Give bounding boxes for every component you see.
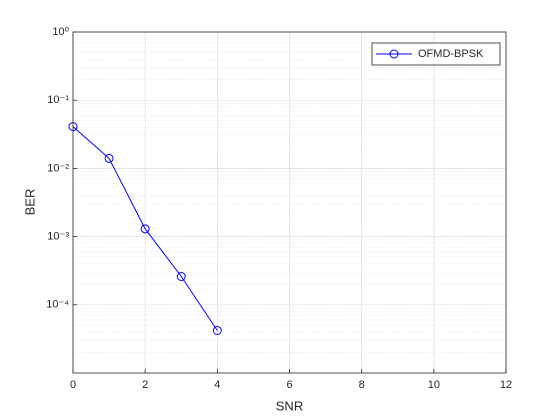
x-tick-label: 6 (286, 379, 292, 391)
y-tick-label: 10⁻¹ (47, 94, 69, 106)
y-tick-label: 10⁻³ (47, 231, 69, 243)
marker (104, 153, 114, 163)
y-tick-label: 10⁻⁴ (46, 299, 69, 311)
marker (212, 325, 222, 335)
x-tick-label: 2 (142, 379, 148, 391)
x-tick-label: 12 (500, 379, 512, 391)
y-tick-label: 10⁰ (52, 26, 69, 38)
legend-label: OFMD-BPSK (418, 48, 484, 60)
x-tick-label: 8 (359, 379, 365, 391)
marker (176, 271, 186, 281)
x-tick-label: 0 (70, 379, 76, 391)
line (72, 126, 218, 331)
x-axis-label: SNR (276, 398, 303, 413)
marker (140, 224, 150, 234)
x-tick-label: 4 (214, 379, 220, 391)
legend-box (371, 42, 501, 66)
legend-marker (389, 49, 399, 59)
x-tick-label: 10 (428, 379, 440, 391)
y-axis-label: BER (22, 189, 37, 216)
y-tick-label: 10⁻² (47, 162, 69, 174)
